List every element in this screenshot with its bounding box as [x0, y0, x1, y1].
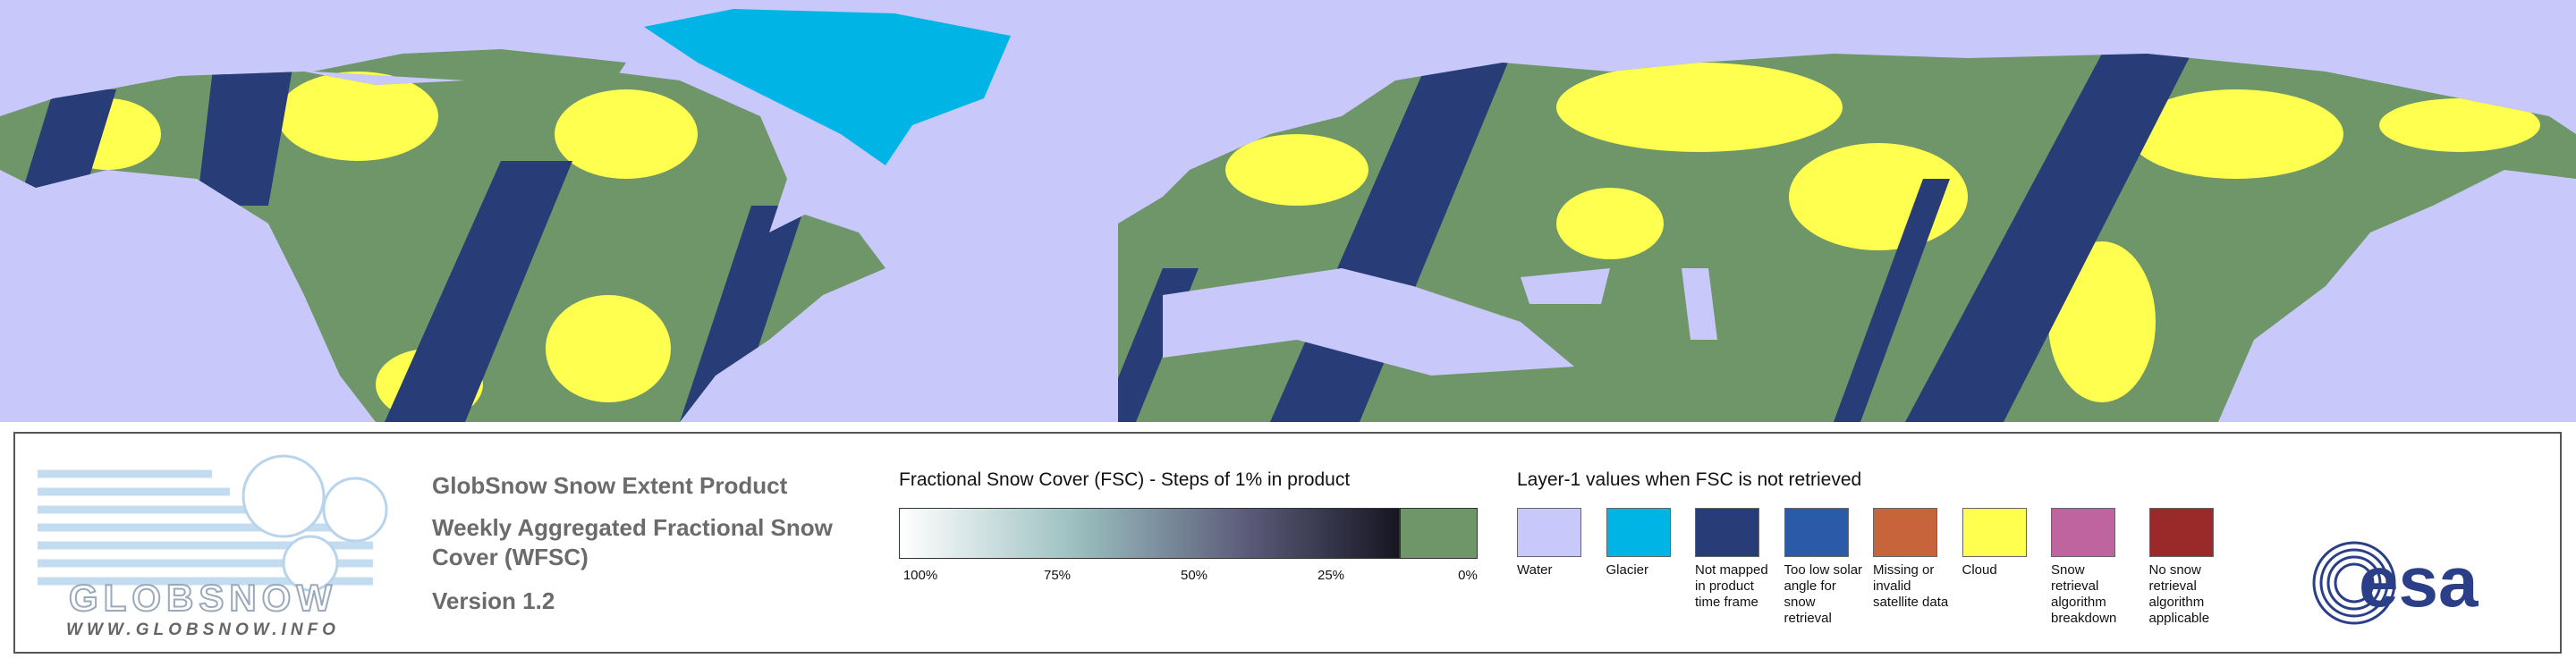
- fsc-tick-label: 100%: [902, 568, 938, 583]
- fsc-gradient: [899, 508, 1400, 559]
- legend-swatch: [1695, 508, 1759, 557]
- product-subtitle: Weekly Aggregated Fractional Snow Cover …: [432, 514, 833, 570]
- fsc-tick-label: 50%: [1180, 568, 1208, 583]
- globsnow-logo: GLOBSNOW WWW.GLOBSNOW.INFO: [38, 454, 388, 639]
- legend-swatch: [1606, 508, 1671, 557]
- legend-swatch: [2051, 508, 2115, 557]
- fsc-title: Fractional Snow Cover (FSC) - Steps of 1…: [899, 469, 1351, 490]
- layer1-title: Layer-1 values when FSC is not retrieved: [1517, 469, 1862, 490]
- legend-swatch: [1517, 508, 1581, 557]
- logo-url: WWW.GLOBSNOW.INFO: [66, 621, 340, 639]
- legend-label: Not mapped in product time frame: [1695, 562, 1768, 610]
- snow-map: [0, 0, 2576, 422]
- snowflakes: [242, 454, 388, 592]
- fsc-tick-label: 25%: [1317, 568, 1345, 583]
- fsc-tick-label: 0%: [1458, 568, 1478, 583]
- product-title: GlobSnow Snow Extent Product: [432, 472, 788, 499]
- legend-swatch: [1962, 508, 2027, 557]
- legend-label: Glacier: [1606, 562, 1649, 578]
- caspian-sea: [1682, 268, 1717, 340]
- black-sea: [1521, 268, 1610, 304]
- esa-logo: esa: [2312, 541, 2479, 625]
- legend-swatch: [1784, 508, 1849, 557]
- mediterranean: [1163, 268, 1574, 376]
- not-mapped-swaths: [18, 54, 2191, 422]
- legend-label: Missing or invalid satellite data: [1873, 562, 1949, 610]
- esa-swirl: [2312, 541, 2396, 625]
- product-version: Version 1.2: [432, 587, 555, 614]
- fsc-zero-swatch: [1400, 508, 1478, 559]
- legend-label: Too low solar angle for snow retrieval: [1784, 562, 1863, 626]
- fsc-ticks: 100% 75% 50% 25% 0%: [903, 568, 1478, 587]
- legend-swatch: [1873, 508, 1937, 557]
- esa-wordmark: esa: [2359, 542, 2479, 621]
- legend-label: Cloud: [1962, 562, 1997, 578]
- greenland: [644, 9, 1011, 165]
- layer1-items: Water Glacier Not mapped in product time f…: [1517, 508, 2322, 642]
- legend-swatch: [2148, 508, 2214, 557]
- logo-name: GLOBSNOW: [69, 577, 337, 619]
- legend-label: Snow retrieval algorithm breakdown: [2051, 562, 2117, 626]
- legend-label: No snow retrieval algorithm applicable: [2148, 562, 2210, 626]
- fsc-tick-label: 75%: [1043, 568, 1072, 583]
- legend-label: Water: [1517, 562, 1553, 578]
- legend-panel: GLOBSNOW WWW.GLOBSNOW.INFO GlobSnow Snow…: [13, 432, 2562, 654]
